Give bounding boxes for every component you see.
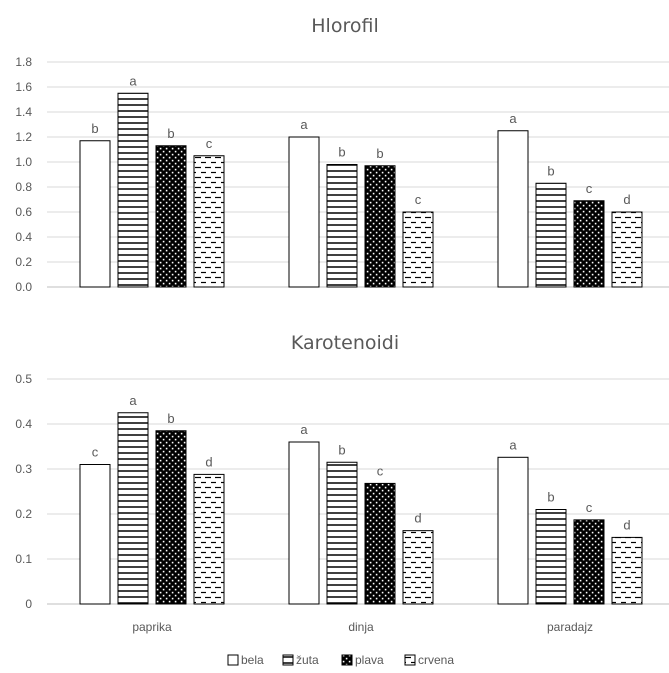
bar-significance-label: a (300, 117, 308, 132)
legend-swatch-plava (341, 654, 353, 666)
y-tick-label: 0 (25, 597, 32, 611)
chart-title: Karotenoidi (291, 332, 399, 354)
bar-žuta (326, 164, 358, 288)
bar-plava (155, 145, 187, 288)
y-axis-ticks: 0.0 0.2 0.4 0.6 0.8 1.0 1.2 1.4 1.6 1.8 (15, 55, 32, 294)
bar-significance-label: c (586, 181, 593, 196)
legend-swatch-žuta (282, 654, 294, 666)
bar-crvena (193, 155, 225, 288)
bars (79, 92, 643, 288)
y-tick-label: 1.6 (15, 80, 32, 94)
y-tick-label: 1.4 (15, 105, 32, 119)
bar-bela (79, 464, 111, 605)
bar-plava (573, 200, 605, 288)
bar-žuta (535, 182, 567, 288)
chart-hlorofil: Hlorofil 0.00.20.40.60.81.01.21.41.61.8 … (15, 15, 669, 294)
legend-swatch-bela (227, 654, 239, 666)
bar-significance-label: a (129, 73, 137, 88)
bar-significance-label: a (509, 437, 517, 452)
x-category-label: dinja (348, 620, 374, 634)
bar-labels: b a a a b b b b c c c d (91, 73, 630, 207)
bar-significance-label: d (414, 511, 421, 526)
y-axis-ticks: 0 0.1 0.2 0.3 0.4 0.5 (15, 372, 32, 611)
x-category-label: paradajz (547, 620, 593, 634)
y-tick-label: 0.6 (15, 205, 32, 219)
bar-plava (364, 165, 396, 288)
bar-significance-label: a (300, 422, 308, 437)
bar-bela (288, 136, 320, 288)
x-category-label: paprika (132, 620, 172, 634)
bar-žuta (535, 509, 567, 605)
bar-žuta (117, 92, 149, 288)
bar-significance-label: b (338, 442, 345, 457)
bar-plava (155, 430, 187, 605)
bar-significance-label: d (623, 192, 630, 207)
bar-crvena (193, 473, 225, 605)
bar-significance-label: c (586, 500, 593, 515)
y-tick-label: 0.1 (15, 552, 32, 566)
y-tick-label: 0.3 (15, 462, 32, 476)
bar-significance-label: b (338, 145, 345, 160)
bar-significance-label: c (206, 136, 213, 151)
bar-significance-label: c (415, 192, 422, 207)
legend-label: bela (241, 653, 264, 667)
bar-žuta (326, 461, 358, 605)
legend-label: crvena (418, 653, 454, 667)
y-tick-label: 0.4 (15, 417, 32, 431)
bar-significance-label: a (509, 111, 517, 126)
y-tick-label: 0.4 (15, 230, 32, 244)
bar-significance-label: b (376, 146, 383, 161)
bar-bela (497, 456, 529, 605)
bar-crvena (611, 211, 643, 288)
y-tick-label: 1.0 (15, 155, 32, 169)
bar-significance-label: d (623, 517, 630, 532)
bar-crvena (402, 211, 434, 288)
bar-significance-label: b (167, 126, 174, 141)
legend-label: žuta (296, 653, 319, 667)
bar-significance-label: b (547, 163, 554, 178)
bar-significance-label: a (129, 393, 137, 408)
chart-karotenoidi: Karotenoidi 0 0.1 0.2 0.3 0.4 0.5 c a a a b b b c c d d… (15, 332, 669, 634)
gridlines (47, 61, 669, 288)
bar-crvena (402, 530, 434, 605)
y-tick-label: 0.0 (15, 280, 32, 294)
y-tick-label: 0.5 (15, 372, 32, 386)
y-tick-label: 0.2 (15, 255, 32, 269)
bar-significance-label: b (167, 411, 174, 426)
bar-labels: c a a a b b b c c d d d (92, 393, 631, 533)
bar-bela (288, 441, 320, 605)
legend-swatch-crvena (404, 654, 416, 666)
bar-significance-label: b (547, 490, 554, 505)
bar-significance-label: c (92, 445, 99, 460)
bar-significance-label: d (205, 454, 212, 469)
bars (79, 412, 643, 605)
bar-significance-label: b (91, 121, 98, 136)
y-tick-label: 1.2 (15, 130, 32, 144)
legend-label: plava (355, 653, 384, 667)
bar-plava (364, 482, 396, 605)
bar-crvena (611, 536, 643, 605)
y-tick-label: 1.8 (15, 55, 32, 69)
bar-plava (573, 519, 605, 605)
bar-bela (79, 140, 111, 288)
bar-significance-label: c (377, 463, 384, 478)
x-axis-categories: paprika dinja paradajz (132, 620, 593, 634)
chart-title: Hlorofil (311, 15, 378, 37)
bar-bela (497, 130, 529, 288)
y-tick-label: 0.8 (15, 180, 32, 194)
y-tick-label: 0.2 (15, 507, 32, 521)
legend: bela žuta plava crvena (227, 653, 454, 667)
bar-žuta (117, 412, 149, 605)
